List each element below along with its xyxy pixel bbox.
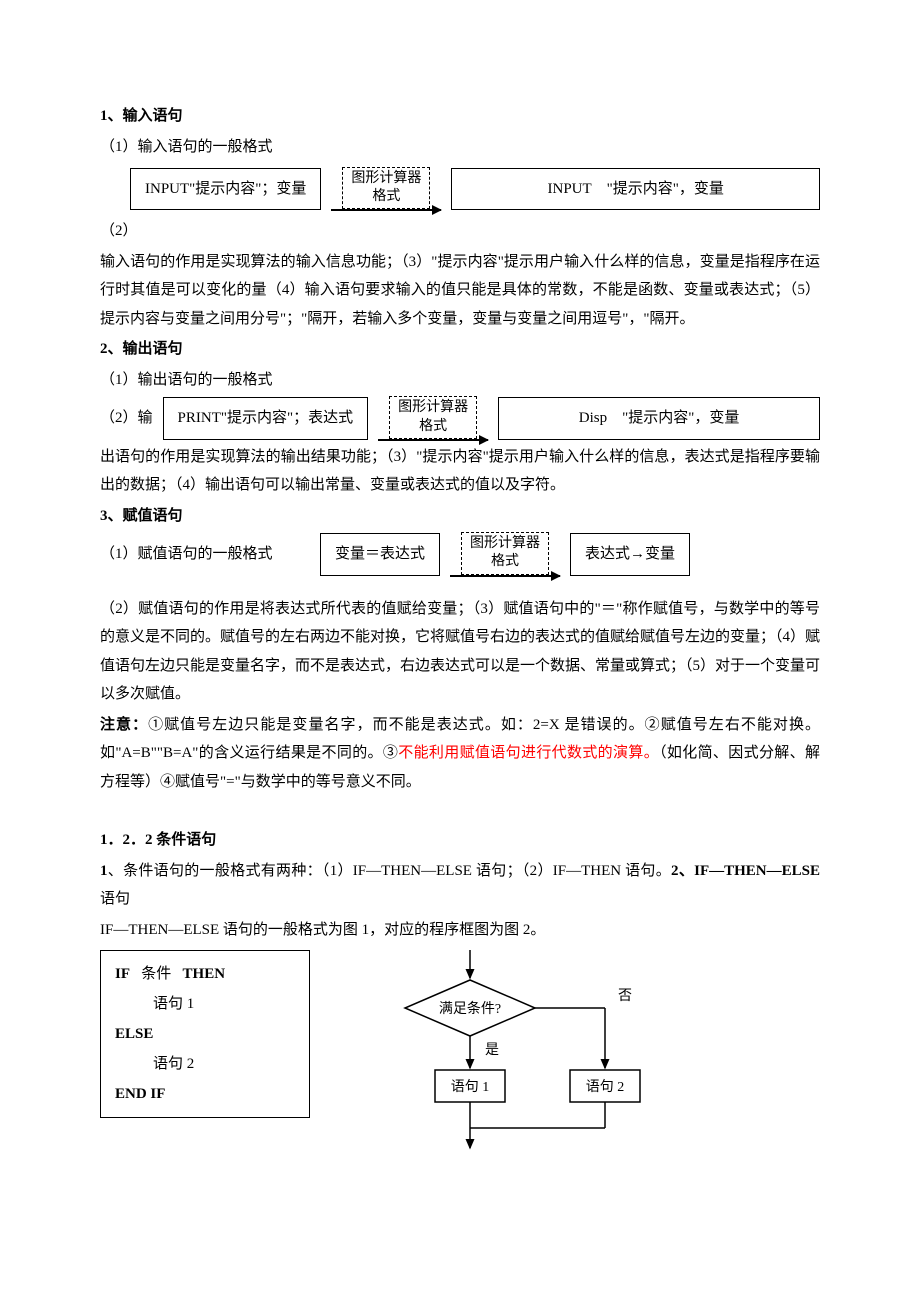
code-box: IF 条件 THEN 语句 1 ELSE 语句 2 END IF [100, 950, 310, 1118]
input-box-left: INPUT"提示内容"；变量 [130, 168, 321, 211]
code-l2: 语句 1 [115, 989, 295, 1019]
flow-no: 否 [618, 989, 632, 1004]
section1-diagram: INPUT"提示内容"；变量 图形计算器 格式 INPUT "提示内容"，变量 [130, 167, 820, 211]
section1-p2pre: （2） [100, 217, 820, 246]
section3-heading: 3、赋值语句 [100, 502, 820, 531]
flow-yes: 是 [485, 1043, 499, 1058]
section2-heading: 2、输出语句 [100, 335, 820, 364]
section4-heading: 1．2．2 条件语句 [100, 826, 820, 855]
section1-p2: 输入语句的作用是实现算法的输入信息功能；（3）"提示内容"提示用户输入什么样的信… [100, 248, 820, 334]
note-red: 不能利用赋值语句进行代数式的演算。 [398, 745, 659, 761]
section3-p1: （1）赋值语句的一般格式 [100, 540, 310, 569]
flow-cond: 满足条件? [439, 1000, 501, 1017]
code-l3: ELSE [115, 1019, 295, 1049]
code-l1c: THEN [183, 966, 226, 982]
code-l5: END IF [115, 1079, 295, 1109]
dashed3: 图形计算器 格式 [461, 532, 549, 574]
arrow2: 图形计算器 格式 [378, 396, 488, 440]
s4-p1c: 2、IF—THEN—ELSE [671, 863, 820, 879]
arrow3: 图形计算器 格式 [450, 532, 560, 576]
section1-p1: （1）输入语句的一般格式 [100, 133, 820, 162]
flow-s1: 语句 1 [451, 1079, 490, 1095]
code-l1b: 条件 [141, 966, 171, 982]
assign-box-left: 变量＝表达式 [320, 533, 440, 576]
s4-p1a: 1 [100, 863, 108, 879]
dashed1: 图形计算器 格式 [342, 167, 430, 209]
section4-p2: IF—THEN—ELSE 语句的一般格式为图 1，对应的程序框图为图 2。 [100, 916, 820, 945]
note-label: 注意： [100, 717, 148, 733]
s4-p1d: 语句 [100, 891, 130, 907]
section4-two-col: IF 条件 THEN 语句 1 ELSE 语句 2 END IF 满足条件? 是… [100, 950, 820, 1150]
section3-note: 注意：①赋值号左边只能是变量名字，而不能是表达式。如：2=X 是错误的。②赋值号… [100, 711, 820, 797]
section2-p2: 出语句的作用是实现算法的输出结果功能；（3）"提示内容"提示用户输入什么样的信息… [100, 443, 820, 500]
section1-heading: 1、输入语句 [100, 102, 820, 131]
print-box-right: Disp "提示内容"，变量 [498, 397, 820, 440]
input-box-right: INPUT "提示内容"，变量 [451, 168, 820, 211]
print-box-left: PRINT"提示内容"；表达式 [163, 397, 369, 440]
section2-p1: （1）输出语句的一般格式 [100, 366, 820, 395]
flowchart: 满足条件? 是 否 语句 1 语句 2 [360, 950, 670, 1150]
dashed2: 图形计算器 格式 [389, 396, 477, 438]
arrow1: 图形计算器 格式 [331, 167, 441, 211]
section4-p1: 1、条件语句的一般格式有两种：（1）IF—THEN—ELSE 语句；（2）IF—… [100, 857, 820, 914]
section2-p2pre: （2）输 [100, 404, 153, 433]
code-l4: 语句 2 [115, 1049, 295, 1079]
section3-p2: （2）赋值语句的作用是将表达式所代表的值赋给变量；（3）赋值语句中的"＝"称作赋… [100, 595, 820, 709]
code-l1a: IF [115, 966, 130, 982]
s4-p1b: 、条件语句的一般格式有两种：（1）IF—THEN—ELSE 语句；（2）IF—T… [108, 863, 672, 879]
code-l1: IF 条件 THEN [115, 959, 295, 989]
assign-box-right: 表达式→变量 [570, 533, 690, 576]
flow-s2: 语句 2 [586, 1079, 625, 1095]
